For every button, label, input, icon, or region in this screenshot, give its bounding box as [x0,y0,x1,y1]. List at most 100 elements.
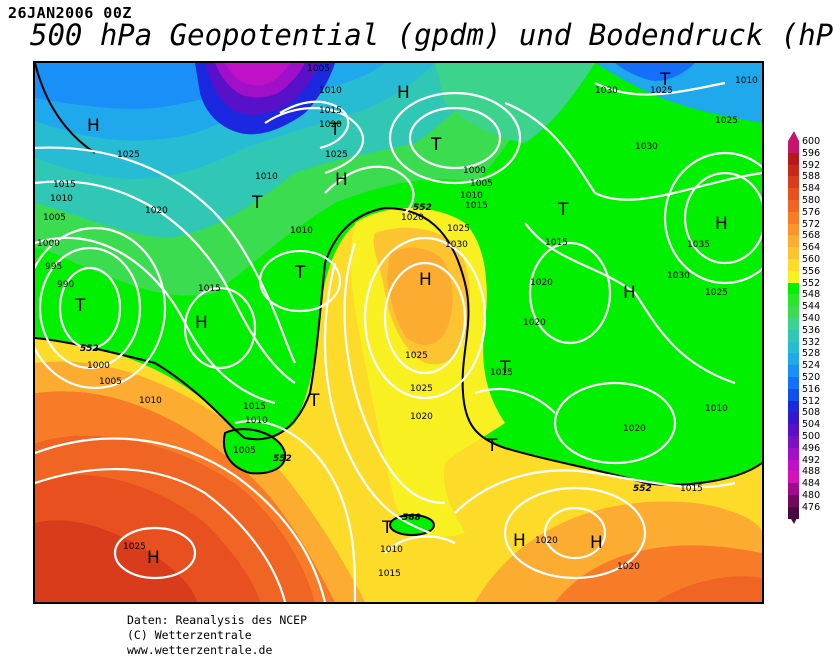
high-pressure-label: H [195,313,208,333]
high-pressure-label: H [623,283,636,303]
legend-bottom-arrow [788,514,799,524]
legend-tick-label: 480 [802,490,821,501]
legend-tick-label: 520 [802,372,821,383]
pressure-label: 1000 [87,361,110,371]
low-pressure-label: T [486,436,498,456]
pressure-label: 1020 [530,278,553,288]
pressure-label: 995 [45,262,62,272]
pressure-label: 1005 [307,64,330,74]
analysis-date: 26JAN2006 00Z [8,4,132,22]
legend-swatch [788,223,799,236]
legend-tick-label: 476 [802,501,821,513]
pressure-label: 1010 [139,396,162,406]
legend-swatch [788,294,799,307]
pressure-label: 1035 [687,240,710,250]
legend-swatch [788,152,799,165]
legend-tick-label: 568 [802,230,821,242]
legend-swatch [788,365,799,377]
pressure-label: 1015 [490,368,513,378]
legend-swatch [788,282,799,295]
pressure-label: 1025 [650,86,673,96]
pressure-label: 1010 [319,86,342,96]
pressure-label: 1030 [667,271,690,281]
low-pressure-label: T [659,70,671,90]
legend-swatch [788,235,799,248]
low-pressure-label: T [557,200,569,220]
high-pressure-label: H [335,170,348,190]
high-pressure-label: H [513,531,526,551]
pressure-label: 1020 [623,424,646,434]
pressure-label: 1020 [535,536,558,546]
legend-swatch [788,459,799,472]
high-pressure-label: H [590,533,603,553]
pressure-label: 1020 [145,206,168,216]
legend-tick-label: 500 [802,431,821,442]
legend-tick-label: 528 [802,348,821,360]
legend-tick-label: 512 [802,395,821,407]
low-pressure-label: T [329,120,341,140]
pressure-label: 1020 [401,213,424,223]
pressure-label: 1015 [243,402,266,412]
pressure-label: 1015 [465,201,488,211]
legend-swatch [788,341,799,354]
geopotential-label: 552 [413,203,432,213]
legend-tick-label: 564 [802,242,821,254]
legend-swatch [788,259,799,271]
legend-swatch [788,200,799,212]
legend-tick-label: 600 [802,136,821,147]
credits: Daten: Reanalysis des NCEP (C) Wetterzen… [127,613,307,658]
pressure-label: 1000 [37,239,60,249]
pressure-label: 1010 [705,404,728,414]
pressure-label: 1025 [117,150,140,160]
legend-tick-label: 556 [802,265,821,277]
legend-tick-label: 532 [802,336,821,348]
legend-swatch [788,377,799,389]
legend-swatch [788,353,799,366]
legend-tick-label: 504 [802,419,821,431]
legend-tick-label: 548 [802,289,821,301]
legend-tick-label: 516 [802,383,821,395]
low-pressure-label: T [381,518,393,538]
low-pressure-label: T [430,135,442,155]
geopotential-label: 568 [402,513,421,523]
legend-tick-label: 588 [802,171,821,183]
legend-tick-label: 544 [802,301,821,313]
pressure-label: 1005 [99,377,122,387]
pressure-label: 1015 [680,484,703,494]
legend-swatch [788,318,799,330]
pressure-label: 1010 [50,194,73,204]
low-pressure-label: T [308,391,320,411]
high-pressure-label: H [715,214,728,234]
legend-swatch [788,247,799,259]
pressure-label: 1030 [445,240,468,250]
pressure-label: 1005 [233,446,256,456]
legend-swatch [788,188,799,200]
pressure-label: 1025 [705,288,728,298]
legend-tick-label: 552 [802,277,821,289]
legend-swatch [788,270,799,283]
pressure-label: 1020 [319,120,342,130]
pressure-label: 1015 [53,180,76,190]
low-pressure-label: T [294,263,306,283]
high-pressure-label: H [419,270,432,290]
legend-tick-label: 508 [802,407,821,419]
legend-top-arrow [788,131,799,141]
credits-url[interactable]: www.wetterzentrale.de [127,643,273,657]
legend-swatch [788,329,799,342]
legend-swatch [788,176,799,189]
legend-tick-label: 580 [802,195,821,206]
legend-swatch [788,471,799,484]
weather-map[interactable]: 1005 1010 1015 1020 1025 1010 1025 1030 … [33,61,764,604]
legend-tick-label: 524 [802,360,821,372]
high-pressure-label: H [397,83,410,103]
legend-swatch [788,412,799,425]
high-pressure-label: H [87,116,100,136]
pressure-label: 1020 [410,412,433,422]
pressure-label: 1015 [378,569,401,579]
pressure-label: 1025 [123,542,146,552]
pressure-label: 1010 [460,191,483,201]
pressure-label: 1025 [325,150,348,160]
low-pressure-label: T [74,296,86,316]
legend-tick-label: 540 [802,313,821,324]
pressure-label: 990 [57,280,74,290]
